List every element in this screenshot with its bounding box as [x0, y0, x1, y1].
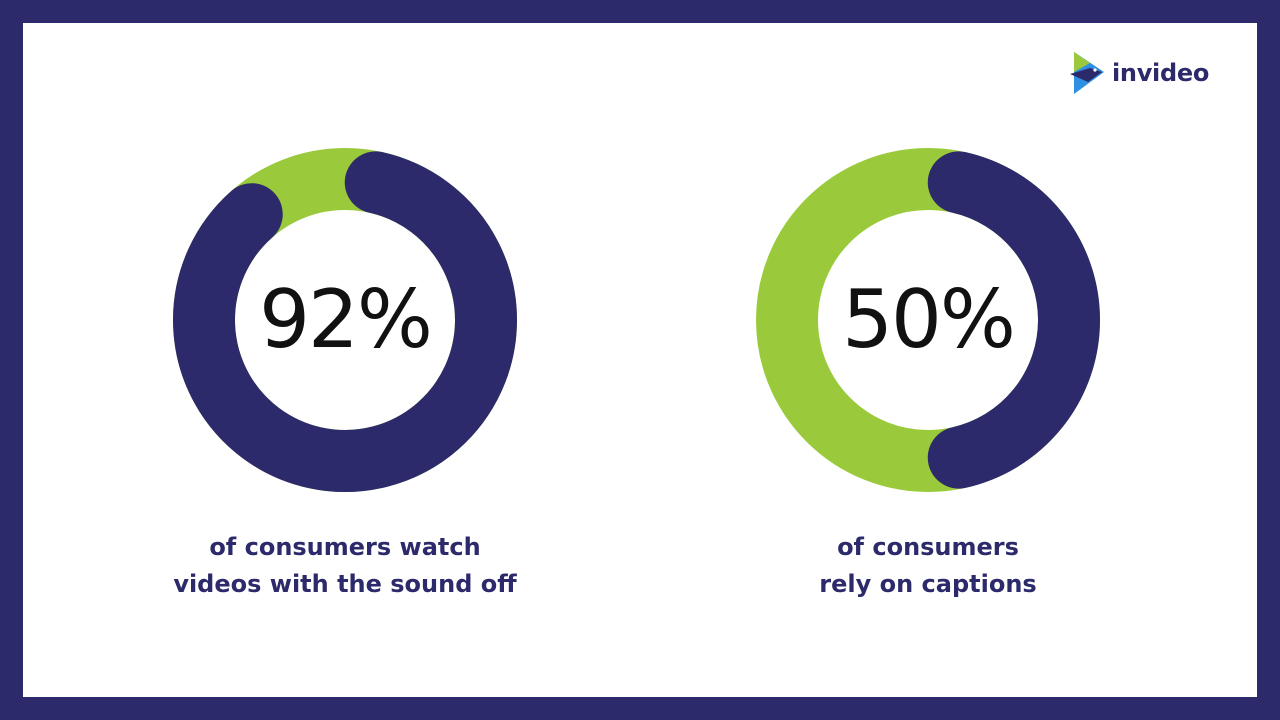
donut-2-caption-line-1: of consumers	[837, 533, 1019, 561]
donut-1-value-label: 92%	[259, 273, 433, 366]
donut-1-caption: of consumers watch videos with the sound…	[125, 529, 565, 603]
donut-chart-2: 50%	[748, 140, 1108, 500]
donut-2-caption-line-2: rely on captions	[819, 570, 1037, 598]
invideo-logo-icon	[1070, 52, 1104, 94]
donut-1-slice-major	[173, 151, 517, 492]
donut-1-caption-line-1: of consumers watch	[209, 533, 481, 561]
donut-1-caption-line-2: videos with the sound off	[173, 570, 517, 598]
donut-svg-2	[756, 148, 1100, 492]
donut-2-caption: of consumers rely on captions	[708, 529, 1148, 603]
brand-logo: invideo	[1068, 50, 1209, 96]
donut-svg-1	[173, 148, 517, 492]
brand-name: invideo	[1112, 59, 1210, 87]
donut-2-slice-major	[927, 151, 1100, 489]
donut-chart-1: 92%	[165, 140, 525, 500]
donut-2-value-label: 50%	[842, 273, 1016, 366]
